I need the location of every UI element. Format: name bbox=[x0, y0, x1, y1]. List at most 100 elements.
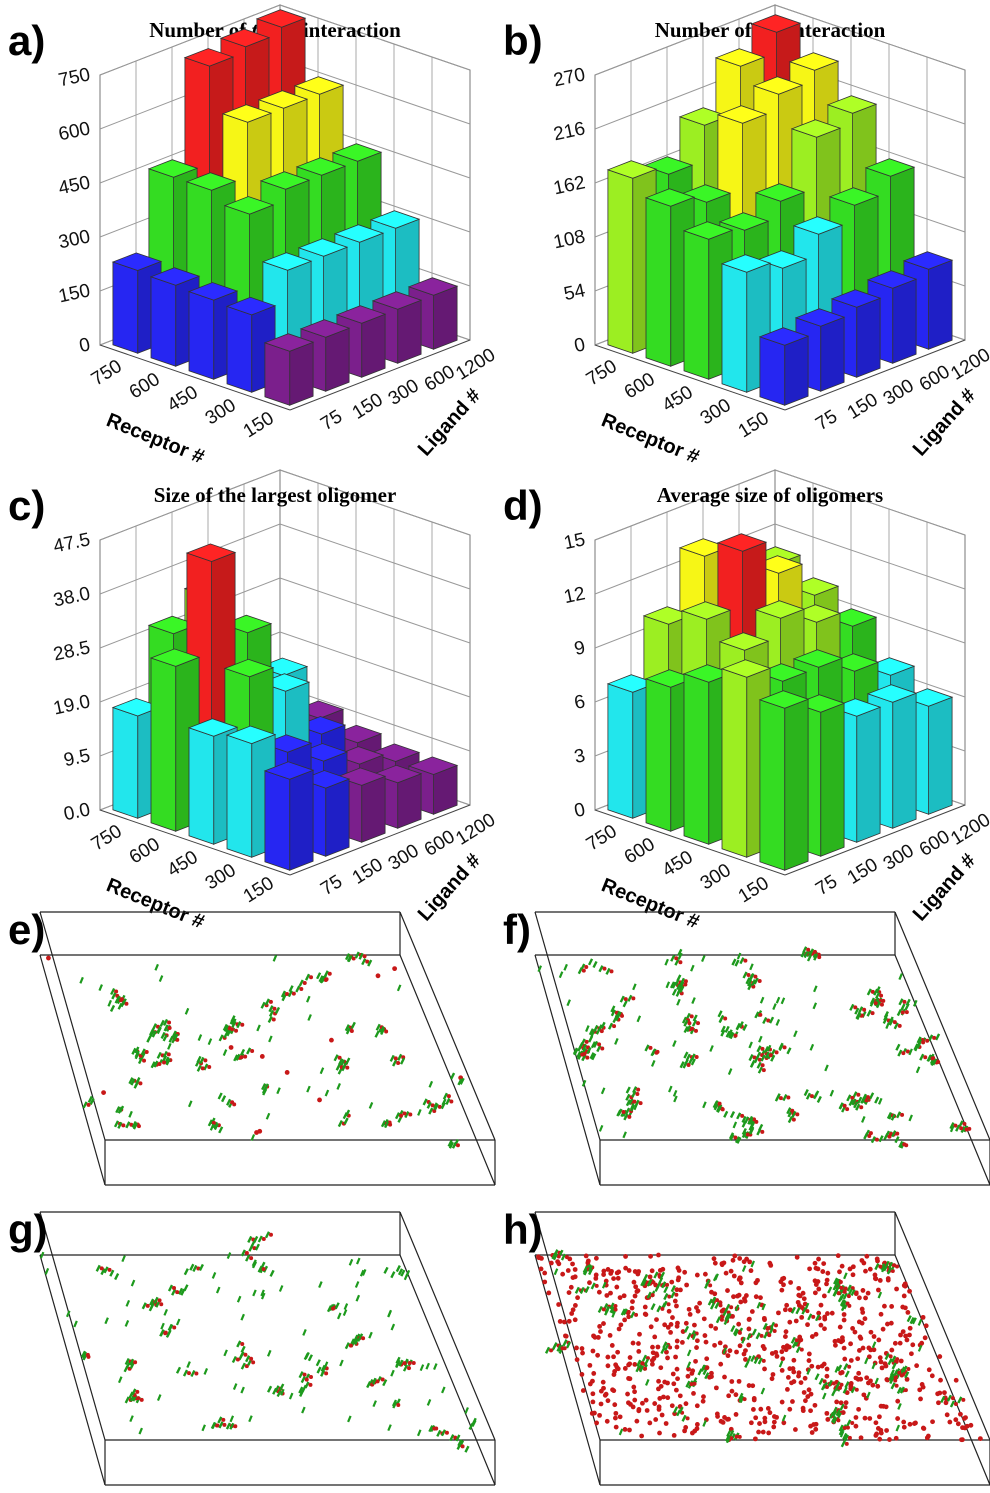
receptor bbox=[183, 1268, 189, 1276]
receptor bbox=[131, 1120, 137, 1129]
receptor bbox=[670, 954, 676, 962]
ligand bbox=[873, 1420, 879, 1426]
receptor bbox=[940, 1395, 946, 1404]
ligand bbox=[961, 1397, 966, 1402]
receptor bbox=[315, 1359, 321, 1367]
ligand bbox=[348, 1343, 353, 1348]
receptor bbox=[681, 1016, 688, 1024]
ligand bbox=[783, 1329, 789, 1335]
receptor bbox=[663, 1293, 669, 1301]
bar-top bbox=[758, 690, 810, 709]
ligand bbox=[595, 1335, 601, 1340]
ligand bbox=[675, 1320, 680, 1326]
ligand bbox=[557, 1319, 563, 1324]
receptor bbox=[736, 1112, 742, 1120]
receptor bbox=[582, 1265, 588, 1273]
bar-top bbox=[720, 254, 772, 273]
bar-top bbox=[750, 14, 802, 33]
receptor bbox=[640, 1279, 646, 1287]
ligand bbox=[686, 1306, 692, 1312]
ligand bbox=[787, 1406, 793, 1412]
z-tick-label: 47.5 bbox=[52, 529, 93, 557]
ligand bbox=[756, 1429, 761, 1435]
receptor bbox=[733, 1329, 739, 1337]
z-tick-label: 216 bbox=[552, 118, 587, 145]
ligand bbox=[977, 1436, 983, 1441]
receptor bbox=[838, 1102, 844, 1110]
receptor bbox=[949, 1122, 955, 1130]
receptor bbox=[359, 1269, 365, 1277]
box-edge bbox=[894, 911, 990, 1141]
bar-face bbox=[856, 297, 881, 378]
ligand bbox=[675, 1265, 681, 1271]
receptor bbox=[782, 1094, 788, 1102]
receptor bbox=[713, 1100, 719, 1108]
ligand bbox=[642, 1311, 648, 1317]
ligand bbox=[936, 1400, 941, 1406]
ligand bbox=[813, 1331, 819, 1337]
ligand bbox=[824, 1373, 830, 1379]
ligand bbox=[617, 1414, 623, 1420]
ligand bbox=[953, 1377, 959, 1383]
receptor bbox=[295, 985, 301, 993]
ligand bbox=[601, 1268, 607, 1274]
receptor bbox=[803, 1089, 809, 1097]
receptor bbox=[875, 986, 881, 994]
ligand bbox=[841, 1312, 847, 1317]
ligand bbox=[907, 1325, 913, 1331]
ligand bbox=[760, 1063, 765, 1068]
ligand bbox=[929, 1373, 935, 1379]
ligand bbox=[701, 1316, 707, 1322]
receptor bbox=[885, 1022, 890, 1030]
receptor bbox=[250, 1134, 256, 1141]
receptor bbox=[167, 1284, 174, 1292]
ligand bbox=[944, 1412, 950, 1418]
grid-line bbox=[774, 4, 966, 71]
ligand bbox=[636, 1341, 641, 1346]
receptor bbox=[387, 1309, 393, 1317]
receptor bbox=[904, 1003, 910, 1011]
ligand bbox=[857, 1348, 862, 1353]
ligand bbox=[594, 1283, 599, 1288]
ligand bbox=[609, 1268, 614, 1274]
ligand bbox=[903, 1333, 908, 1339]
receptor bbox=[760, 1054, 766, 1062]
ligand bbox=[729, 1388, 735, 1394]
receptor bbox=[900, 1003, 906, 1011]
ligand bbox=[824, 1277, 830, 1283]
receptor bbox=[700, 1364, 707, 1372]
ligand bbox=[654, 1317, 659, 1322]
receptor bbox=[768, 1016, 775, 1024]
ligand bbox=[632, 1293, 638, 1299]
receptor bbox=[705, 1279, 711, 1287]
receptor bbox=[566, 999, 571, 1007]
ligand bbox=[780, 1356, 786, 1362]
ligand bbox=[362, 954, 367, 959]
receptor bbox=[632, 983, 637, 991]
ligand bbox=[856, 1295, 862, 1301]
ligand bbox=[847, 1266, 853, 1272]
ligand bbox=[863, 1295, 868, 1301]
ligand bbox=[228, 1045, 234, 1050]
bar-top bbox=[371, 291, 423, 310]
receptor bbox=[741, 1130, 747, 1139]
receptor bbox=[654, 1284, 660, 1292]
snapshot: e) bbox=[8, 906, 496, 1186]
ligand bbox=[560, 1271, 566, 1277]
receptor bbox=[668, 1085, 673, 1093]
ligand bbox=[837, 1324, 843, 1330]
receptor bbox=[660, 1346, 666, 1355]
ligand bbox=[392, 966, 398, 972]
receptor bbox=[225, 1422, 231, 1430]
receptor bbox=[471, 1419, 477, 1427]
ligand bbox=[615, 1366, 621, 1372]
ligand bbox=[767, 1260, 773, 1266]
x-tick-label: 150 bbox=[240, 408, 278, 443]
ligand bbox=[786, 1095, 791, 1100]
receptor bbox=[347, 1415, 352, 1423]
ligand bbox=[244, 1250, 249, 1255]
receptor bbox=[791, 1110, 797, 1118]
receptor bbox=[839, 1299, 846, 1307]
ligand bbox=[751, 1396, 757, 1401]
